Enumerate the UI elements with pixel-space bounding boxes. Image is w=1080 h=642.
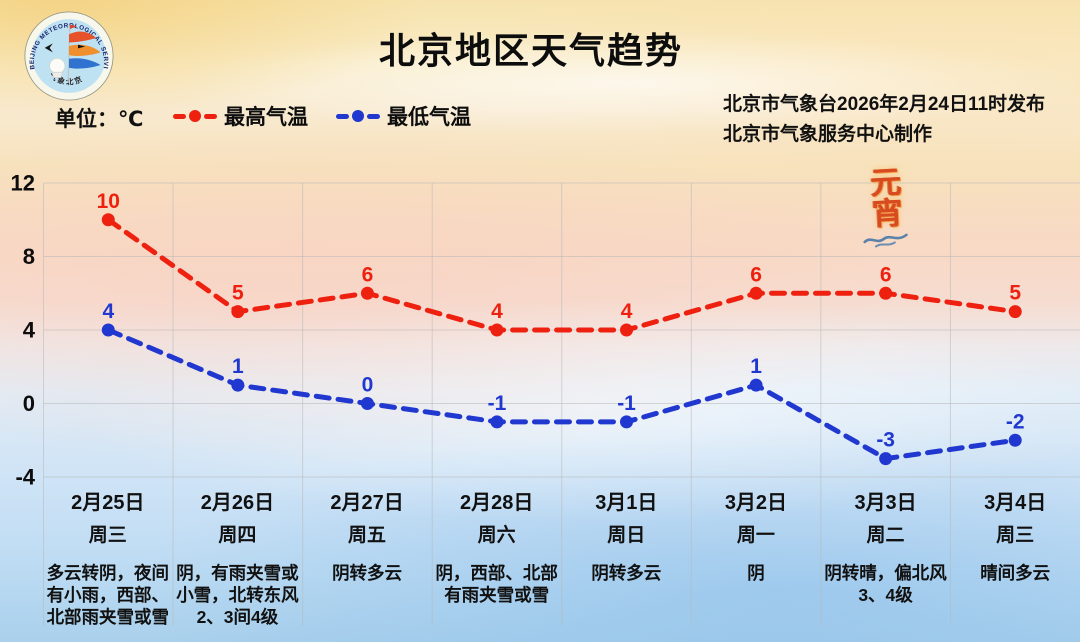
day-column: 3月4日周三晴间多云 [950,492,1080,628]
min-temp-value-label: -3 [876,429,895,452]
max-temp-point [1008,305,1022,319]
max-temp-point [360,286,374,300]
date-label: 3月1日 [595,492,658,514]
min-temp-value-label: 0 [362,374,374,397]
day-column: 2月25日周三多云转阴，夜间有小雨，西部、北部雨夹雪或雪 [43,492,173,628]
weekday-label: 周二 [866,525,905,546]
legend-label-max-temp: 最高气温 [224,106,308,129]
max-temp-value-label: 6 [362,263,374,286]
max-temp-value-label: 4 [621,300,633,323]
max-temp-value-label: 4 [491,300,503,323]
forecast-text: 阴转多云 [332,563,403,583]
y-axis-tick-label: 0 [23,391,35,416]
min-temp-point [101,323,115,337]
date-label: 3月2日 [724,492,788,514]
day-column: 3月2日周一阴 [691,492,821,628]
forecast-text: 阴 [747,563,765,583]
min-temp-line-swatch-icon [336,110,380,122]
day-column: 2月28日周六阴，西部、北部有雨夹雪或雪 [432,492,562,628]
weekday-label: 周六 [477,525,516,546]
min-temp-value-label: -1 [488,392,507,415]
max-temp-point [231,305,245,319]
min-temp-point [749,378,763,392]
day-column: 3月3日周二阴转晴，偏北风3、4级 [821,492,951,628]
x-axis-day-labels: 2月25日 周三 多云转阴，夜间有小雨，西部、北部雨夹雪或雪 2月26日 周四 阴，有雨夹… [43,492,1080,628]
legend-item-min-temp: 最低气温 [336,101,471,131]
weekday-label: 周三 [996,525,1035,546]
forecast-text: 多云转阴，夜间有小雨，西部、北部雨夹雪或雪 [46,563,170,627]
forecast-text: 阴转多云 [591,563,662,583]
day-column: 3月1日周日阴转多云 [562,492,692,628]
forecast-text: 阴，有雨夹雪或小雪，北转东风2、3间4级 [176,563,299,627]
date-label: 2月26日 [200,492,275,514]
min-temp-point [1008,433,1022,447]
min-temp-point [360,397,374,410]
max-temp-value-label: 5 [232,282,244,305]
date-label: 3月3日 [854,492,917,514]
max-temp-value-label: 5 [1009,282,1021,305]
min-temp-value-label: 1 [750,355,762,378]
publisher-info: 北京市气象台2026年2月24日11时发布 北京市气象服务中心制作 [723,90,1045,150]
weekday-label: 周日 [607,525,646,546]
max-temp-point [879,286,893,300]
legend-label-min-temp: 最低气温 [387,106,471,129]
min-temp-value-label: -1 [617,392,636,415]
date-label: 2月27日 [330,492,404,514]
min-temp-value-label: -2 [1006,410,1025,433]
wave-flourish-icon [863,233,908,248]
min-temp-point [879,452,893,466]
forecast-text: 阴，西部、北部有雨夹雪或雪 [435,563,558,605]
max-temp-point [749,286,763,300]
page-title: 北京地区天气趋势 [378,30,683,71]
min-temp-point [620,415,634,429]
beijing-meteorological-service-logo: BEIJING METEOROLOGICAL SERVICE ✈ 气象北京 [24,11,114,101]
forecast-text: 阴转晴，偏北风3、4级 [824,563,947,605]
weekday-label: 周五 [348,525,387,546]
max-temp-point [620,323,634,337]
y-axis-tick-label: -4 [15,465,35,490]
min-temp-point [231,378,245,392]
date-label: 3月4日 [984,492,1047,514]
min-temp-value-label: 4 [102,300,114,323]
legend-item-max-temp: 最高气温 [173,101,308,131]
y-axis-tick-label: 8 [23,244,35,269]
y-axis-tick-label: 4 [23,318,36,343]
weekday-label: 周三 [88,525,127,546]
date-label: 2月25日 [71,492,145,514]
weekday-label: 周四 [218,525,257,546]
date-label: 2月28日 [460,492,534,514]
min-temp-point [490,415,504,429]
max-temp-value-label: 6 [880,263,892,286]
min-temp-value-label: 1 [232,355,244,378]
publisher-line-1: 北京市气象台2026年2月24日11时发布 [723,94,1046,115]
max-temp-point [490,323,504,337]
y-axis-tick-label: 12 [11,171,35,196]
max-temp-point [101,213,115,227]
max-temp-value-label: 6 [750,263,762,286]
unit-label: 单位：℃ [55,108,144,131]
publisher-line-2: 北京市气象服务中心制作 [723,124,933,145]
day-column: 2月26日周四阴，有雨夹雪或小雪，北转东风2、3间4级 [173,492,303,628]
max-temp-line-swatch-icon [173,110,217,122]
weekday-label: 周一 [736,525,775,546]
forecast-text: 晴间多云 [980,563,1051,583]
legend: 最高气温 最低气温 [173,101,471,131]
festival-calligraphy-text: 元宵 [864,165,903,229]
day-column: 2月27日周五阴转多云 [302,492,432,628]
lantern-festival-decoration: 元宵 [856,165,912,252]
max-temp-value-label: 10 [97,190,120,213]
min-temp-line [105,327,1018,462]
